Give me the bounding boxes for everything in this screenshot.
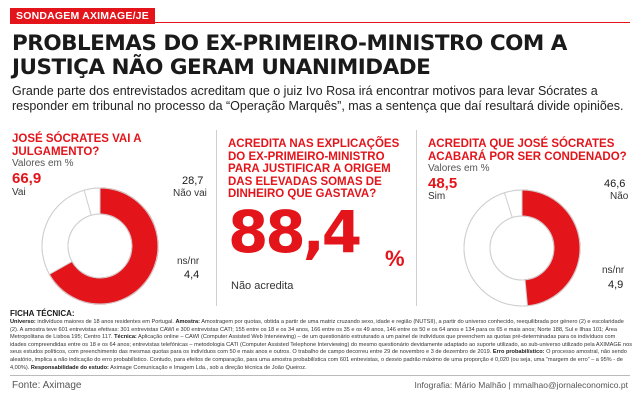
chart-right-label-1: Não: [610, 191, 629, 202]
ficha-resp: Aximage Comunicação e Imagem Lda., sob a…: [110, 364, 307, 371]
chart-left-label-2: ns/nr: [177, 256, 200, 267]
chart-right-subtitle: Valores em %: [428, 163, 490, 174]
chart-right-title: ACREDITA QUE JOSÉ SÓCRATES ACABARÁ POR S…: [428, 138, 627, 163]
footer-credit: Infografia: Mário Malhão | mmalhao@jorna…: [414, 380, 628, 390]
ficha-erro-label: Erro probabilístico:: [492, 349, 545, 356]
chart-left-outer-ring: [41, 187, 159, 305]
ficha-universo: indivíduos maiores de 18 anos residentes…: [37, 319, 174, 325]
chart-left-subtitle: Valores em %: [12, 158, 74, 169]
chart-center-title: ACREDITA NAS EXPLICAÇÕES DO EX-PRIMEIRO-…: [228, 138, 400, 200]
chart-left-value-0: 66,9: [12, 170, 42, 187]
ficha-tecnica: Aplicação online – CAWI (Computer Assist…: [10, 334, 632, 356]
chart-left-title: JOSÉ SÓCRATES VAI A JULGAMENTO?: [12, 133, 142, 158]
chart-center-unit: %: [385, 246, 405, 271]
ficha-erro: O processo amostral, não sendo aleatório…: [10, 349, 627, 371]
lede: Grande parte dos entrevistados acreditam…: [12, 84, 624, 113]
footer-divider: [10, 375, 630, 376]
section-tag: SONDAGEM AXIMAGE/JE: [10, 8, 155, 24]
chart-center-value: 88,4: [228, 198, 362, 266]
chart-right-outer-ring: [463, 189, 581, 307]
chart-left-inner-ring: [67, 213, 133, 279]
chart-right-inner-ring: [489, 215, 555, 281]
chart-right-value-1: 46,6: [604, 178, 626, 190]
ficha-amostra: Amostragem por quotas, obtida a partir d…: [10, 319, 624, 341]
ficha-tecnica-label: Técnica:: [114, 334, 137, 341]
chart-left-value-2: 4,4: [184, 269, 200, 281]
headline: PROBLEMAS DO EX-PRIMEIRO-MINISTRO COM A …: [12, 31, 567, 80]
chart-right-label-2: ns/nr: [602, 265, 625, 276]
footer-source: Fonte: Aximage: [12, 380, 82, 391]
chart-left-donut: [41, 187, 159, 305]
chart-left-slice-n-o-vai: [41, 189, 92, 275]
ficha-body: Universo: indivíduos maiores de 18 anos …: [10, 319, 632, 372]
ficha-resp-label: Responsabilidade do estudo:: [30, 364, 109, 371]
column-divider-left: [216, 130, 217, 306]
column-divider-right: [416, 130, 417, 306]
chart-left-label-1: Não vai: [173, 188, 207, 199]
chart-right-label-0: Sim: [428, 191, 446, 202]
ficha-amostra-label: Amostra:: [175, 319, 201, 325]
ficha-title: FICHA TÉCNICA:: [10, 309, 75, 318]
chart-right-donut: [463, 189, 581, 307]
chart-center-label: Não acredita: [231, 280, 294, 292]
chart-left-value-1: 28,7: [182, 175, 204, 187]
chart-left-label-0: Vai: [12, 187, 26, 198]
chart-right-value-2: 4,9: [608, 279, 624, 291]
tag-divider: [10, 22, 630, 23]
chart-right-slice-sim: [521, 189, 581, 307]
ficha-universo-label: Universo:: [10, 319, 36, 325]
chart-right-value-0: 48,5: [428, 175, 458, 192]
